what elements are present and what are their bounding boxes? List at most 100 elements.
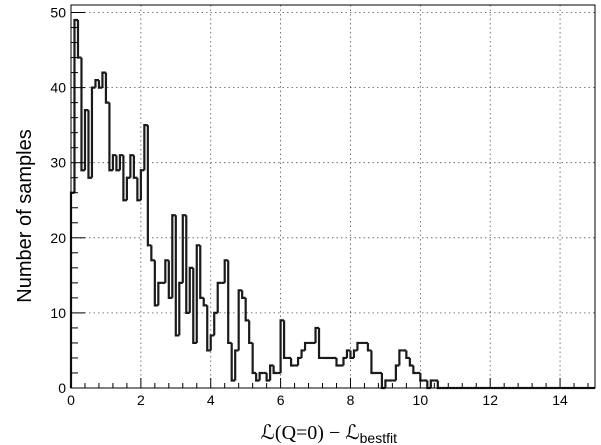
histogram-bin xyxy=(234,349,239,381)
x-tick-label: 8 xyxy=(347,392,355,408)
histogram-bin xyxy=(398,349,403,366)
y-tick-label: 20 xyxy=(50,230,66,246)
histogram-bin xyxy=(314,326,320,343)
histogram-bin xyxy=(317,327,323,360)
histogram-bin xyxy=(90,86,96,178)
histogram-bin xyxy=(111,154,117,171)
histogram-bin xyxy=(216,281,222,313)
grid-lines xyxy=(70,5,595,389)
histogram-bin xyxy=(83,109,89,171)
histogram-bin xyxy=(153,260,159,307)
x-tick-label: 12 xyxy=(482,392,498,408)
histogram-bin xyxy=(345,349,351,358)
histogram-bin xyxy=(296,356,302,366)
histogram-bin xyxy=(115,155,120,172)
histogram-bin xyxy=(73,18,78,193)
y-tick-label: 40 xyxy=(50,80,66,96)
histogram-bin xyxy=(282,320,288,360)
y-tick-label: 10 xyxy=(50,305,66,321)
y-tick-label: 50 xyxy=(50,5,66,21)
axis-ticks xyxy=(70,12,589,389)
histogram-bin xyxy=(80,57,85,172)
x-tick-label: 10 xyxy=(413,392,429,408)
histogram-bin xyxy=(178,281,183,336)
histogram-series xyxy=(69,18,595,390)
histogram-bin xyxy=(370,350,375,375)
histogram-bin xyxy=(206,305,211,352)
histogram-bin xyxy=(174,215,180,337)
histogram-bin xyxy=(125,176,131,201)
histogram-bin xyxy=(405,350,410,360)
x-axis-title: ℒ(Q=0) − ℒbestfit xyxy=(261,422,398,445)
x-axis-title-subscript: bestfit xyxy=(360,430,397,445)
x-tick-label: 6 xyxy=(277,392,285,408)
y-tick-label: 30 xyxy=(50,155,66,171)
histogram-bin xyxy=(265,372,271,382)
histogram-bin xyxy=(419,372,424,382)
histogram-bin xyxy=(108,102,113,172)
histogram-bin xyxy=(408,357,414,367)
x-tick-label: 0 xyxy=(67,392,75,408)
histogram-bin xyxy=(237,289,243,351)
histogram-bin xyxy=(97,80,103,89)
histogram-bin xyxy=(230,342,236,382)
histogram-bin xyxy=(129,154,134,178)
histogram-bin xyxy=(69,191,75,388)
histogram-bin xyxy=(195,244,201,343)
histogram-bin xyxy=(272,365,278,375)
histogram-bin xyxy=(157,281,162,306)
histogram-bin xyxy=(199,245,204,299)
histogram-bin xyxy=(94,79,99,88)
histogram-bin xyxy=(366,342,372,352)
x-tick-label: 4 xyxy=(207,392,215,408)
histogram-bin xyxy=(300,349,306,358)
histogram-bin xyxy=(436,380,442,390)
histogram-bin xyxy=(143,124,148,171)
histogram-bin xyxy=(181,214,187,283)
histogram-bin xyxy=(101,71,106,88)
histogram-bin xyxy=(394,364,400,381)
histogram-bin xyxy=(87,110,92,179)
histogram-bin xyxy=(356,341,361,351)
histogram-bin xyxy=(269,364,274,381)
histogram-bin xyxy=(258,371,264,381)
histogram-bin xyxy=(303,341,309,351)
histogram-bin xyxy=(223,259,229,283)
histogram-bin xyxy=(429,379,435,388)
histogram-bin xyxy=(192,267,197,345)
histogram-bin xyxy=(209,334,215,351)
histogram-bin xyxy=(118,154,124,171)
histogram-bin xyxy=(342,356,347,366)
histogram-bin xyxy=(279,319,285,373)
histogram-bin xyxy=(241,290,246,299)
histogram-bin xyxy=(171,214,176,298)
histogram-bin xyxy=(289,357,295,367)
histogram-bin xyxy=(335,357,340,367)
histogram-bin xyxy=(185,215,190,314)
histogram-bin xyxy=(412,365,417,375)
y-tick-label: 0 xyxy=(58,380,66,396)
histogram-bin xyxy=(255,372,260,382)
histogram-bin xyxy=(150,245,155,262)
x-tick-label: 2 xyxy=(137,392,145,408)
histogram-bin xyxy=(139,169,145,201)
histogram-bin xyxy=(227,260,232,345)
histogram-bin xyxy=(352,349,358,358)
x-axis-title-main: ℒ(Q=0) − ℒ xyxy=(261,422,360,444)
histogram-bin xyxy=(384,379,389,388)
histogram-bin xyxy=(244,297,250,322)
histogram-bin xyxy=(122,155,127,202)
plot-frame xyxy=(70,4,596,389)
histogram-bin xyxy=(146,125,152,247)
histogram-bin xyxy=(349,350,354,360)
histogram-bin xyxy=(164,259,169,283)
tick-labels: 0 2 4 6 8 10 12 14 0 10 20 30 40 50 xyxy=(50,5,568,408)
y-axis-title: Number of samples xyxy=(14,129,36,302)
histogram-bin xyxy=(136,177,141,202)
histogram-bin xyxy=(248,320,253,345)
histogram-bin xyxy=(251,342,257,375)
histogram-bin xyxy=(213,311,218,336)
histogram-bin xyxy=(104,72,110,104)
histogram-bin xyxy=(188,266,194,313)
